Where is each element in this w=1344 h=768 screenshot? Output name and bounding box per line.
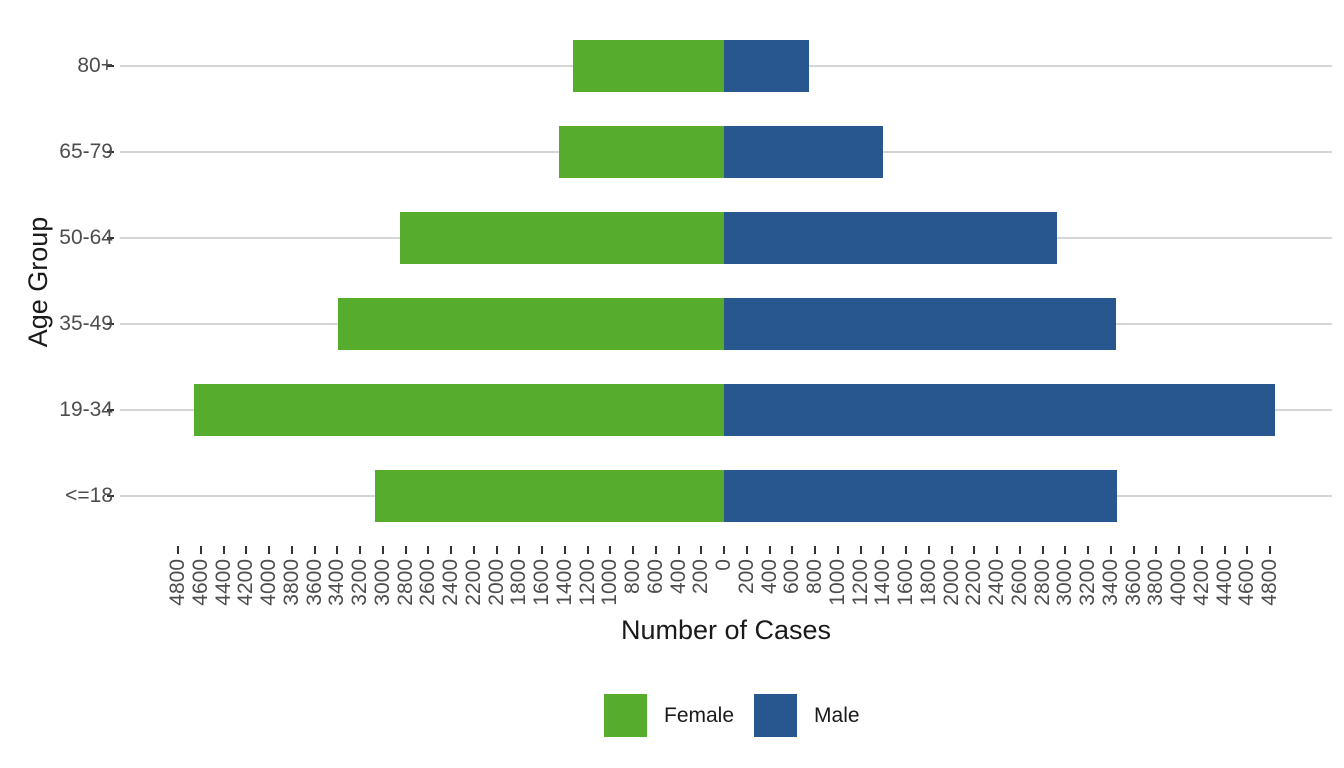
bar-female-65-79 — [559, 126, 724, 178]
y-axis-tick — [107, 151, 114, 153]
x-axis-tick — [1155, 546, 1158, 554]
bar-male-<=18 — [724, 470, 1117, 522]
x-axis-tick — [450, 546, 452, 554]
x-axis-tick — [245, 546, 248, 554]
y-axis-label: 80+ — [77, 54, 113, 77]
x-axis-tick — [199, 546, 202, 554]
x-axis-label: 1800 — [916, 559, 940, 606]
bar-female-50-64 — [399, 212, 724, 264]
x-axis-tick — [1018, 546, 1021, 554]
x-axis-tick — [518, 546, 521, 554]
x-axis-tick — [1041, 546, 1044, 554]
x-axis-tick — [723, 546, 725, 554]
y-axis-tick — [107, 409, 114, 411]
x-axis-tick — [472, 546, 475, 554]
x-axis-tick — [1109, 546, 1112, 554]
x-axis-label: 4200 — [1189, 559, 1213, 606]
x-axis-tick — [632, 546, 634, 554]
x-axis-tick — [677, 546, 680, 554]
x-axis-label: 1400 — [552, 559, 576, 606]
x-axis-tick — [336, 546, 339, 554]
x-axis-tick — [1269, 546, 1271, 554]
x-axis-label: 4600 — [188, 559, 212, 606]
x-axis-tick — [768, 546, 771, 554]
bar-male-65-79 — [724, 126, 883, 178]
bar-male-35-49 — [724, 298, 1116, 350]
x-axis-tick — [222, 546, 225, 554]
x-axis-tick — [745, 546, 748, 554]
x-axis-tick — [586, 546, 589, 554]
x-axis-tick — [268, 546, 270, 554]
x-axis-label: 3400 — [1098, 559, 1122, 606]
y-axis-label: 65-79 — [59, 140, 113, 163]
x-axis-label: 200 — [734, 559, 758, 595]
x-axis-tick — [495, 546, 498, 554]
y-axis-label: 19-34 — [59, 398, 113, 421]
x-axis-tick — [882, 546, 885, 554]
x-axis-tick — [927, 546, 930, 554]
x-axis-tick — [1064, 546, 1067, 554]
x-axis-tick — [404, 546, 407, 554]
x-axis-tick — [973, 546, 976, 554]
bar-female-80+ — [573, 40, 724, 92]
x-axis-label: 2200 — [461, 559, 485, 606]
y-axis-label: 50-64 — [59, 226, 113, 249]
x-axis-tick — [313, 546, 316, 554]
legend-label-female: Female — [664, 703, 735, 727]
x-axis-tick — [1178, 546, 1180, 554]
x-axis-tick — [654, 546, 657, 554]
y-axis-label: 35-49 — [59, 312, 113, 335]
x-axis-label: 4800 — [1258, 559, 1281, 606]
x-axis-tick — [541, 546, 543, 554]
bar-female-19-34 — [193, 384, 724, 436]
bar-male-80+ — [724, 40, 809, 92]
x-axis-tick — [1246, 546, 1249, 554]
legend-swatch-male — [754, 694, 798, 737]
x-axis-tick — [950, 546, 953, 554]
y-axis-tick — [107, 237, 114, 239]
x-axis-tick — [290, 546, 293, 554]
y-axis-tick — [107, 65, 114, 67]
y-axis-label: <=18 — [65, 484, 113, 507]
y-axis-tick — [107, 323, 114, 325]
x-axis-tick — [563, 546, 566, 554]
x-axis-label: 1000 — [825, 559, 849, 606]
bar-female-<=18 — [374, 470, 724, 522]
x-axis-label: 2600 — [1007, 559, 1031, 606]
y-axis-title: Age Group — [23, 216, 53, 348]
x-axis-label: 600 — [643, 559, 667, 595]
x-axis-title: Number of Cases — [620, 615, 832, 645]
bar-male-50-64 — [724, 212, 1057, 264]
x-axis-label: 3800 — [279, 559, 303, 606]
y-axis-tick — [107, 495, 114, 497]
x-axis-tick — [609, 546, 612, 554]
x-axis-tick — [381, 546, 384, 554]
x-axis-tick — [859, 546, 862, 554]
x-axis-tick — [814, 546, 816, 554]
legend: Female Male — [604, 694, 860, 737]
x-axis-tick — [177, 546, 179, 554]
x-axis-tick — [996, 546, 998, 554]
x-axis-tick — [1132, 546, 1135, 554]
x-axis-tick — [700, 546, 703, 554]
bar-male-19-34 — [724, 384, 1275, 436]
x-axis-tick — [427, 546, 430, 554]
x-axis-tick — [836, 546, 839, 554]
bar-female-35-49 — [338, 298, 724, 350]
x-axis-tick — [359, 546, 361, 554]
legend-label-male: Male — [814, 703, 860, 727]
x-axis-tick — [791, 546, 794, 554]
x-axis-tick — [905, 546, 907, 554]
legend-swatch-female — [604, 694, 647, 737]
x-axis-tick — [1087, 546, 1089, 554]
x-axis-label: 3000 — [370, 559, 394, 606]
x-axis-tick — [1223, 546, 1226, 554]
x-axis-tick — [1200, 546, 1203, 554]
